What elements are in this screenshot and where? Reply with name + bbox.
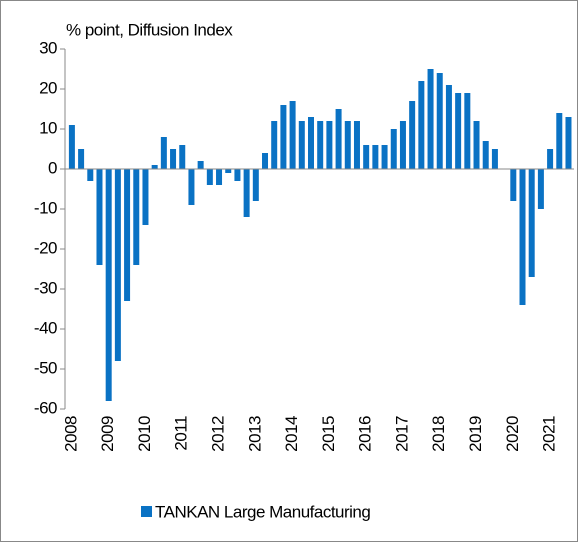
bar — [473, 121, 480, 169]
bar — [151, 165, 158, 169]
bar — [399, 121, 406, 169]
x-tick-label: 2018 — [429, 416, 448, 452]
bar — [482, 141, 489, 169]
bar — [133, 169, 140, 265]
bar — [170, 149, 177, 169]
bar — [252, 169, 259, 201]
bar — [317, 121, 324, 169]
bar — [234, 169, 241, 181]
bar — [298, 121, 305, 169]
bar — [124, 169, 131, 301]
bar — [372, 145, 379, 169]
bar — [335, 109, 342, 169]
bar — [96, 169, 103, 265]
y-tick-label: 20 — [39, 78, 57, 97]
bar — [216, 169, 223, 185]
bar — [537, 169, 544, 209]
x-tick-label: 2015 — [319, 416, 338, 452]
legend-swatch — [141, 506, 152, 517]
x-tick-label: 2016 — [356, 416, 375, 452]
bar — [262, 153, 269, 169]
legend-label: TANKAN Large Manufacturing — [155, 502, 370, 521]
x-tick-label: 2012 — [209, 416, 228, 452]
bar — [307, 117, 314, 169]
bar — [197, 161, 204, 169]
bar — [427, 69, 434, 169]
bar — [491, 149, 498, 169]
bar — [519, 169, 526, 305]
bar — [556, 113, 563, 169]
bar — [528, 169, 535, 277]
bar — [289, 101, 296, 169]
bar — [271, 121, 278, 169]
bar — [160, 137, 167, 169]
bar — [188, 169, 195, 205]
y-tick-label: 10 — [39, 118, 57, 137]
y-tick-label: -50 — [34, 358, 57, 377]
x-tick-label: 2013 — [245, 416, 264, 452]
bar — [381, 145, 388, 169]
x-tick-label: 2019 — [466, 416, 485, 452]
bar — [436, 73, 443, 169]
bar — [280, 105, 287, 169]
y-tick-label: -10 — [34, 198, 57, 217]
bar — [445, 85, 452, 169]
bar — [390, 129, 397, 169]
bar — [510, 169, 517, 201]
bar — [87, 169, 94, 181]
x-tick-label: 2008 — [61, 416, 80, 452]
bar — [547, 149, 554, 169]
bar — [418, 81, 425, 169]
x-tick-label: 2009 — [98, 416, 117, 452]
x-tick-label: 2021 — [540, 416, 559, 452]
bar — [142, 169, 149, 225]
y-tick-label: -40 — [34, 318, 57, 337]
bar — [114, 169, 121, 361]
bar — [225, 169, 232, 173]
y-tick-label: -60 — [34, 398, 57, 417]
bar — [326, 121, 333, 169]
x-tick-label: 2010 — [135, 416, 154, 452]
bar — [363, 145, 370, 169]
y-tick-label: -20 — [34, 238, 57, 257]
bar — [206, 169, 213, 185]
y-tick-label: -30 — [34, 278, 57, 297]
bar — [455, 93, 462, 169]
bar — [409, 101, 416, 169]
bar — [344, 121, 351, 169]
x-tick-label: 2014 — [282, 416, 301, 452]
chart-title: % point, Diffusion Index — [66, 20, 233, 39]
bar — [464, 93, 471, 169]
bar — [105, 169, 112, 401]
bar — [68, 125, 75, 169]
x-tick-label: 2017 — [392, 416, 411, 452]
y-tick-label: 0 — [48, 158, 57, 177]
y-tick-label: 30 — [39, 38, 57, 57]
x-tick-label: 2020 — [503, 416, 522, 452]
bar — [565, 117, 572, 169]
bar — [179, 145, 186, 169]
bar — [243, 169, 250, 217]
bar — [78, 149, 85, 169]
x-tick-label: 2011 — [172, 416, 191, 451]
bar — [353, 121, 360, 169]
